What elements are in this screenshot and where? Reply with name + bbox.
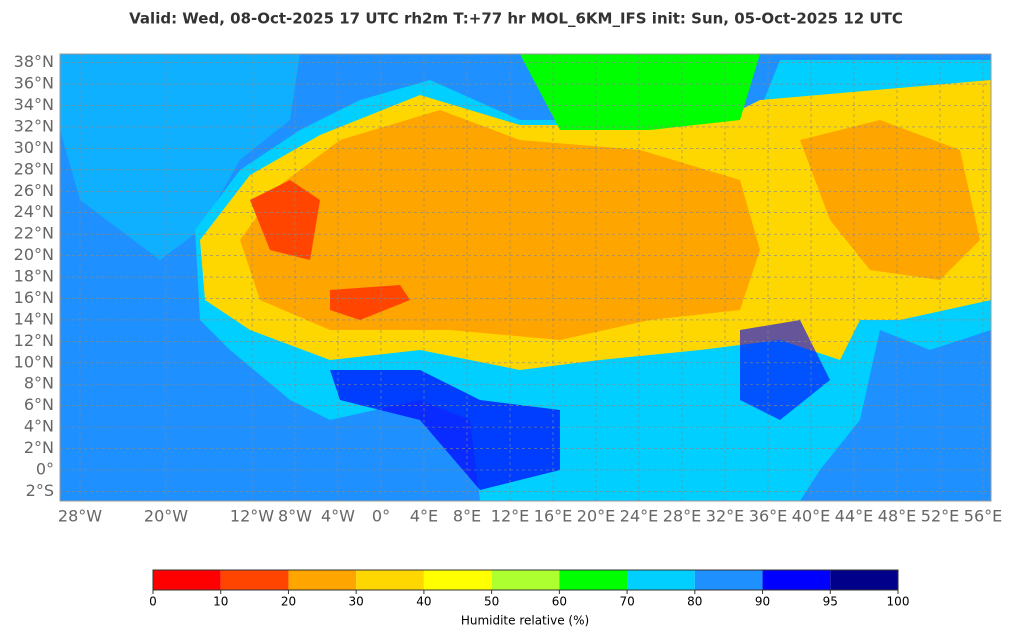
lat-label: 4°N	[24, 417, 54, 436]
med-coast	[520, 54, 760, 130]
wet-zone	[330, 370, 560, 490]
lat-label: 32°N	[14, 116, 54, 135]
colorbar-bin	[559, 570, 628, 590]
colorbar-tick-label: 0	[149, 595, 157, 609]
lat-label: 26°N	[14, 181, 54, 200]
colorbar-bin	[153, 570, 221, 590]
lon-label: 28°W	[58, 507, 102, 526]
lat-label: 18°N	[14, 267, 54, 286]
lon-label: 4°W	[321, 507, 355, 526]
arabia-dry	[800, 120, 980, 280]
colorbar-bin	[694, 570, 763, 590]
lon-label: 0°	[372, 507, 390, 526]
sahara-hot	[250, 180, 320, 260]
lon-label: 12°E	[491, 507, 529, 526]
colorbar-bin	[356, 570, 424, 590]
lon-label: 8°E	[453, 507, 481, 526]
lon-label: 56°E	[964, 507, 1002, 526]
lon-label: 12°W	[230, 507, 274, 526]
lon-label: 32°E	[706, 507, 744, 526]
lat-label: 24°N	[14, 202, 54, 221]
lat-label: 38°N	[14, 52, 54, 71]
lat-label: 34°N	[14, 95, 54, 114]
lat-label: 12°N	[14, 331, 54, 350]
land-very-dry	[240, 110, 760, 340]
lat-label: 2°N	[24, 438, 54, 457]
colorbar-tick-label: 40	[416, 595, 431, 609]
map-frame	[59, 53, 992, 502]
lon-label: 20°E	[577, 507, 615, 526]
colorbar-bin	[491, 570, 560, 590]
grid	[60, 54, 991, 501]
lat-label: 10°N	[14, 352, 54, 371]
lat-label: 28°N	[14, 159, 54, 178]
colorbar-tick-label: 90	[755, 595, 770, 609]
lon-label: 8°W	[278, 507, 312, 526]
lon-label: 4°E	[410, 507, 438, 526]
lat-label: 0°	[36, 460, 54, 479]
lon-label: 24°E	[620, 507, 658, 526]
colorbar-bin	[288, 570, 357, 590]
lon-label: 20°W	[144, 507, 188, 526]
colorbar-frame	[152, 569, 899, 591]
lon-label: 40°E	[792, 507, 830, 526]
map	[60, 54, 991, 501]
colorbar-tick-label: 20	[281, 595, 296, 609]
lat-label: 14°N	[14, 309, 54, 328]
lat-label: 16°N	[14, 288, 54, 307]
colorbar-tick-label: 70	[619, 595, 634, 609]
colorbar-tick-label: 100	[887, 595, 910, 609]
lat-label: 36°N	[14, 74, 54, 93]
lon-label: 16°E	[534, 507, 572, 526]
lon-label: 44°E	[835, 507, 873, 526]
title: Valid: Wed, 08-Oct-2025 17 UTC rh2m T:+7…	[129, 10, 903, 28]
colorbar-bin	[220, 570, 289, 590]
lat-label: 22°N	[14, 224, 54, 243]
colorbar: 0 10 20 30 40 50 60 70 80 90 95 100	[149, 569, 910, 609]
sahara-hot	[330, 285, 410, 320]
colorbar-bin	[762, 570, 831, 590]
colorbar-tick-label: 30	[349, 595, 364, 609]
lat-label: 8°N	[24, 374, 54, 393]
lon-label: 28°E	[663, 507, 701, 526]
colorbar-tick-label: 80	[687, 595, 702, 609]
colorbar-bin	[830, 570, 898, 590]
wet-zone	[740, 320, 830, 420]
colorbar-bin	[423, 570, 492, 590]
lat-label: 2°S	[26, 481, 54, 500]
lon-label: 48°E	[878, 507, 916, 526]
colorbar-tick-label: 50	[484, 595, 499, 609]
lat-label: 20°N	[14, 245, 54, 264]
lat-label: 6°N	[24, 395, 54, 414]
lon-label: 52°E	[921, 507, 959, 526]
colorbar-label: Humidite relative (%)	[461, 614, 589, 628]
lat-label: 30°N	[14, 138, 54, 157]
colorbar-tick-label: 95	[823, 595, 838, 609]
colorbar-tick-label: 10	[213, 595, 228, 609]
lon-label: 36°E	[749, 507, 787, 526]
colorbar-bin	[627, 570, 695, 590]
colorbar-tick-label: 60	[552, 595, 567, 609]
